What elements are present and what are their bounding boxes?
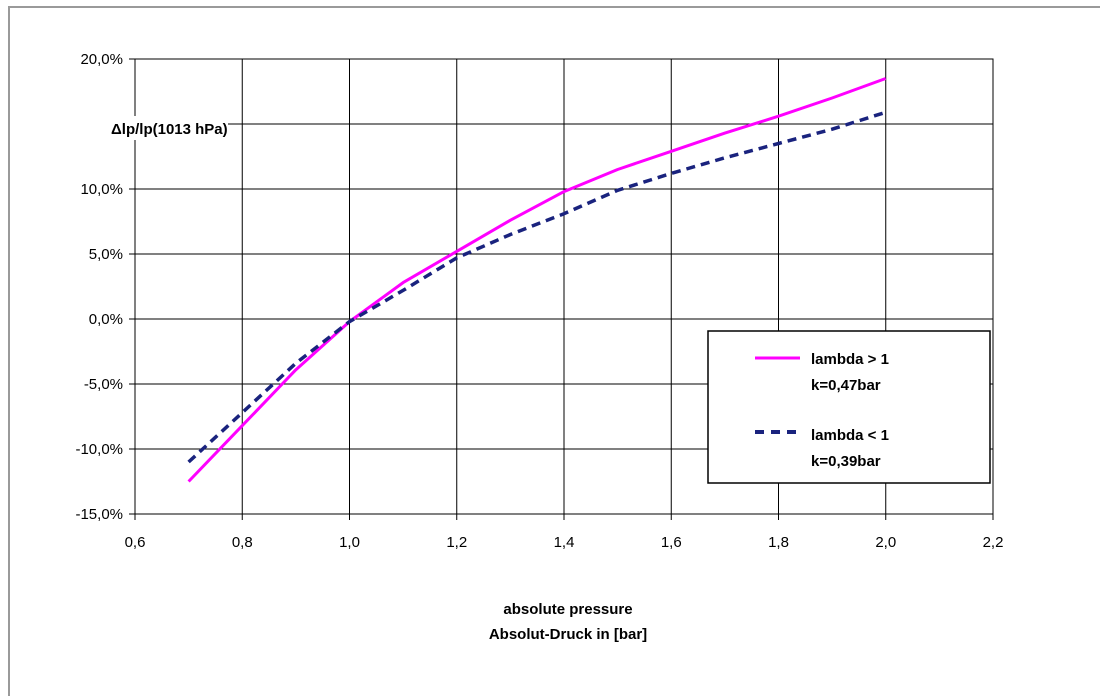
x-tick-label: 2,0 xyxy=(875,534,896,551)
y-axis-label-box: Δlp/lp(1013 hPa) xyxy=(108,116,228,140)
y-tick-label: -15,0% xyxy=(75,506,123,523)
x-tick-label: 1,6 xyxy=(661,534,682,551)
y-tick-label: 0,0% xyxy=(89,311,123,328)
series-lines xyxy=(187,77,887,483)
x-tick-label: 0,8 xyxy=(232,534,253,551)
y-axis-label-bg xyxy=(108,116,228,140)
x-tick-label: 2,2 xyxy=(983,534,1004,551)
y-tick-label: -10,0% xyxy=(75,441,123,458)
y-tick-label: 20,0% xyxy=(80,51,123,68)
x-tick-label: 1,2 xyxy=(446,534,467,551)
legend-box xyxy=(707,330,991,484)
x-axis-label-line-1: absolute pressure xyxy=(503,601,632,618)
y-tick-label: 5,0% xyxy=(89,246,123,263)
y-tick-label: 10,0% xyxy=(80,181,123,198)
legend-label-2b: k=0,39bar xyxy=(811,453,881,470)
x-tick-label: 1,8 xyxy=(768,534,789,551)
x-tick-labels: 0,6 0,8 1,0 1,2 1,4 1,6 1,8 2,0 2,2 xyxy=(125,534,1004,551)
series-line-lambda-lt-1 xyxy=(187,110,887,464)
y-axis-label: Δlp/lp(1013 hPa) xyxy=(111,121,228,138)
legend: lambda > 1 k=0,47bar lambda < 1 k=0,39ba… xyxy=(707,330,991,484)
plot-area-border xyxy=(134,58,994,515)
y-tick-labels: 20,0% 10,0% 5,0% 0,0% -5,0% -10,0% -15,0% xyxy=(75,51,123,523)
y-tick-label: -5,0% xyxy=(84,376,123,393)
legend-label-2a: lambda < 1 xyxy=(811,427,889,444)
chart-frame xyxy=(8,6,1100,696)
x-tick-label: 1,4 xyxy=(554,534,575,551)
series-line-lambda-gt-1 xyxy=(187,77,887,483)
x-axis-label-line-2: Absolut-Druck in [bar] xyxy=(489,626,647,643)
legend-label-1a: lambda > 1 xyxy=(811,351,889,368)
x-tick-label: 1,0 xyxy=(339,534,360,551)
x-tick-label: 0,6 xyxy=(125,534,146,551)
legend-label-1b: k=0,47bar xyxy=(811,377,881,394)
